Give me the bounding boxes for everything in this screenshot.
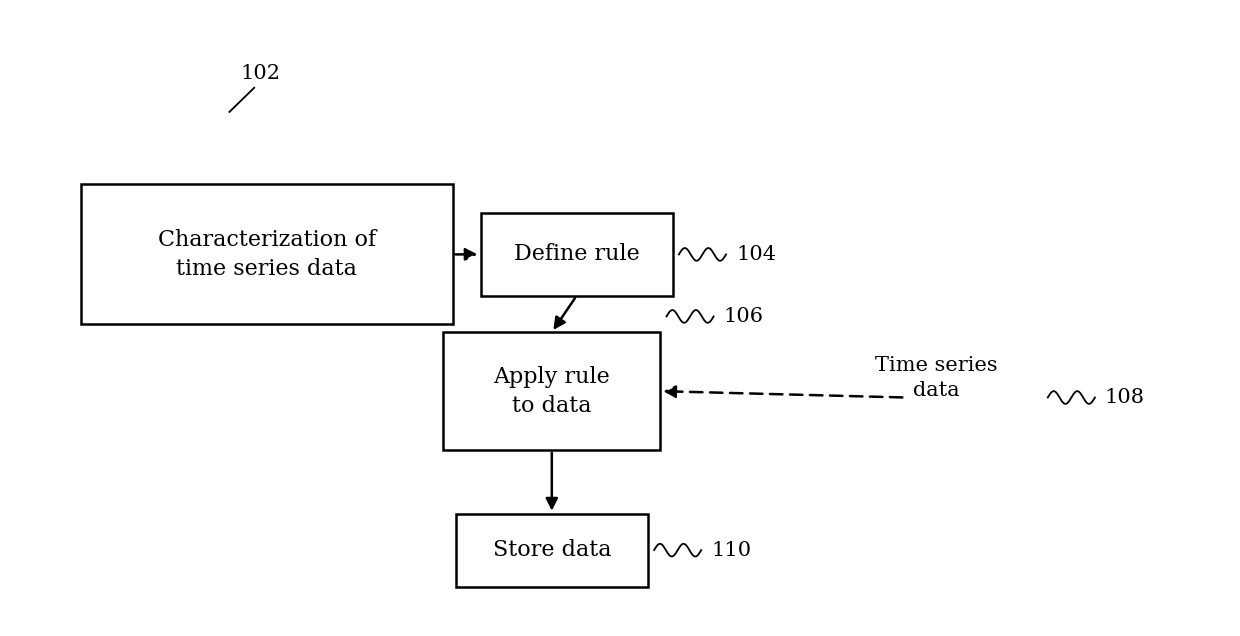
Text: Store data: Store data: [492, 539, 611, 561]
Text: 102: 102: [241, 64, 280, 83]
Bar: [456, 514, 647, 586]
Text: 104: 104: [737, 245, 776, 264]
Bar: [444, 332, 660, 450]
Text: 108: 108: [1105, 388, 1145, 407]
Text: Define rule: Define rule: [513, 244, 640, 265]
Text: Time series
data: Time series data: [875, 356, 997, 401]
Bar: [481, 213, 672, 296]
Text: 110: 110: [712, 541, 751, 560]
Text: Characterization of
time series data: Characterization of time series data: [157, 229, 376, 280]
Bar: [81, 184, 453, 324]
Text: 106: 106: [724, 307, 764, 326]
Text: Apply rule
to data: Apply rule to data: [494, 366, 610, 417]
